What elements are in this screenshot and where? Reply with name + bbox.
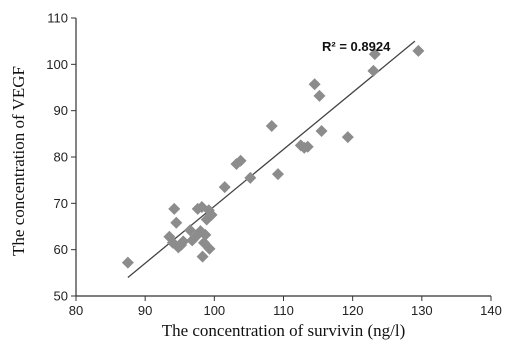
y-tick-label: 50 — [54, 289, 68, 304]
x-axis-title: The concentration of survivin (ng/l) — [162, 321, 406, 340]
data-point — [308, 78, 321, 91]
data-point — [234, 154, 247, 167]
trendline-layer — [127, 40, 416, 278]
data-point — [271, 168, 284, 181]
x-tick-label: 90 — [138, 303, 152, 318]
data-point — [199, 228, 212, 241]
x-tick-label: 140 — [480, 303, 502, 318]
x-tick-label: 80 — [69, 303, 83, 318]
data-point — [412, 44, 425, 57]
tick-labels: 80 90 100 110 120 130 140 50 60 70 80 90 100 110 — [46, 11, 502, 319]
y-tick-label: 100 — [46, 57, 68, 72]
data-point — [203, 242, 216, 255]
y-tick-label: 80 — [54, 150, 68, 165]
r-squared-annotation: R² = 0.8924 — [322, 39, 391, 54]
data-point — [341, 131, 354, 144]
data-point — [184, 224, 197, 237]
data-point — [368, 48, 381, 61]
data-point — [313, 89, 326, 102]
x-tick-label: 130 — [411, 303, 433, 318]
data-points — [121, 44, 425, 269]
y-tick-label: 60 — [54, 242, 68, 257]
trendline — [127, 40, 416, 278]
data-point — [168, 202, 181, 215]
x-tick-label: 120 — [342, 303, 364, 318]
y-tick-label: 110 — [47, 11, 68, 26]
data-point — [315, 125, 328, 138]
data-point — [205, 208, 218, 221]
y-tick-label: 90 — [54, 103, 68, 118]
data-point — [301, 140, 314, 153]
data-point — [170, 216, 183, 229]
y-tick-label: 70 — [54, 196, 68, 211]
data-point — [367, 64, 380, 77]
x-tick-label: 100 — [203, 303, 225, 318]
data-point — [177, 235, 190, 248]
data-point — [196, 250, 209, 263]
data-point — [121, 256, 134, 269]
axes — [71, 17, 492, 301]
y-axis-title: The concentration of VEGF — [9, 66, 28, 256]
data-point — [265, 119, 278, 132]
x-tick-label: 110 — [273, 303, 294, 318]
data-point — [218, 181, 231, 194]
data-point — [244, 171, 257, 184]
